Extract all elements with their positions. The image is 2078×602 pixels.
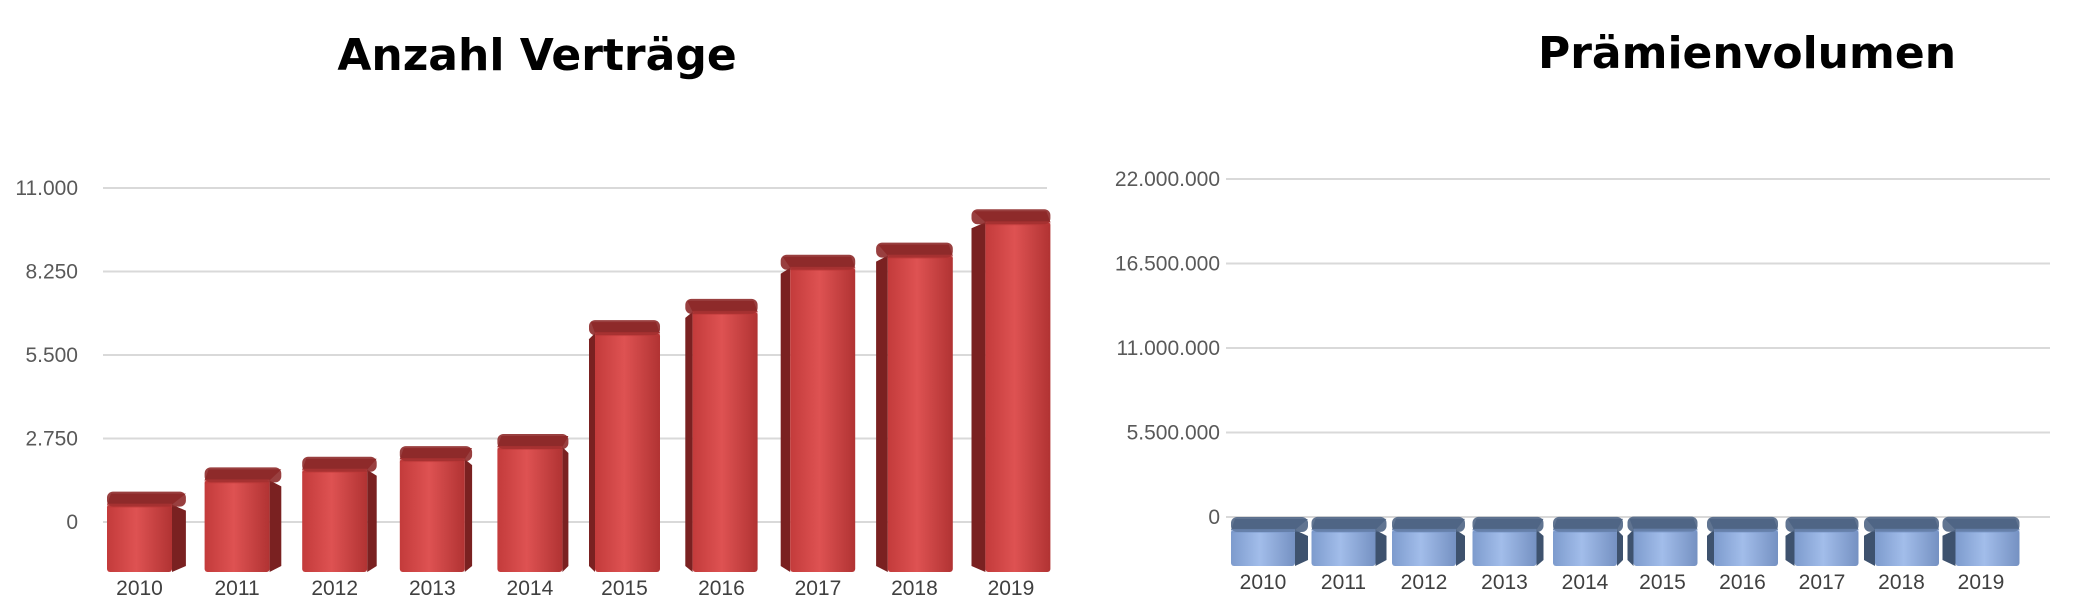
x-tick-label: 2016: [698, 577, 745, 600]
x-tick-label: 2013: [409, 577, 456, 600]
x-tick-label: 2011: [215, 577, 260, 600]
bar: [204, 467, 282, 572]
bar: [1707, 516, 1778, 566]
x-tick-label: 2012: [1401, 571, 1448, 594]
bar: [107, 491, 186, 572]
bar: [1627, 516, 1698, 566]
x-axis-left: 2010 2011 2012 2013 2014 2015 2016 2017 2018 2019: [116, 577, 1034, 600]
bars-left: [107, 209, 1051, 572]
y-tick-label: 11.000: [15, 177, 78, 200]
y-axis-right: 0 5.500.000 11.000.000 16.500.000 22.000.000: [1115, 168, 1220, 529]
x-tick-label: 2011: [1321, 571, 1366, 594]
bar: [1472, 516, 1544, 566]
bar: [1553, 516, 1623, 566]
bar: [1942, 516, 2020, 566]
bar: [1864, 516, 1939, 566]
bar: [302, 456, 377, 572]
bar: [1311, 516, 1387, 566]
x-tick-label: 2014: [1562, 571, 1609, 594]
chart-anzahl-vertraege: Anzahl Verträge 0 2.750 5.500 8.250 11.000 2…: [15, 30, 1051, 600]
y-tick-label: 0: [66, 511, 78, 534]
x-tick-label: 2017: [795, 577, 842, 600]
y-tick-label: 16.500.000: [1115, 253, 1220, 276]
x-tick-label: 2015: [1639, 571, 1686, 594]
bar: [876, 242, 953, 572]
chart-title-right: Prämienvolumen: [1538, 28, 1956, 79]
y-tick-label: 2.750: [25, 428, 78, 451]
x-tick-label: 2019: [1958, 571, 2005, 594]
x-tick-label: 2013: [1481, 571, 1528, 594]
y-tick-label: 11.000.000: [1116, 337, 1220, 360]
bars-right: [1231, 516, 2020, 566]
x-tick-label: 2019: [988, 577, 1035, 600]
x-tick-label: 2010: [1240, 571, 1287, 594]
x-tick-label: 2010: [116, 577, 163, 600]
bar: [1231, 516, 1308, 566]
x-axis-right: 2010 2011 2012 2013 2014 2015 2016 2017 2018 2019: [1240, 571, 2005, 594]
x-tick-label: 2016: [1719, 571, 1766, 594]
x-tick-label: 2012: [311, 577, 358, 600]
chart-praemienvolumen: Prämienvolumen 0 5.500.000 11.000.000 16.50…: [1115, 28, 2050, 594]
bar: [399, 446, 473, 572]
bar: [971, 209, 1051, 572]
y-tick-label: 5.500.000: [1127, 422, 1220, 445]
x-tick-label: 2015: [601, 577, 648, 600]
bar: [780, 254, 856, 572]
bar: [685, 298, 758, 572]
y-tick-label: 8.250: [25, 261, 78, 284]
y-axis-left: 0 2.750 5.500 8.250 11.000: [15, 177, 78, 534]
bar: [589, 320, 660, 572]
y-tick-label: 0: [1208, 506, 1220, 529]
bar: [1785, 516, 1859, 566]
x-tick-label: 2014: [507, 577, 554, 600]
bar: [1392, 516, 1465, 566]
x-tick-label: 2017: [1799, 571, 1846, 594]
y-tick-label: 22.000.000: [1115, 168, 1220, 191]
gridlines-right: [1226, 178, 2050, 518]
x-tick-label: 2018: [1878, 571, 1925, 594]
x-tick-label: 2018: [891, 577, 938, 600]
y-tick-label: 5.500: [25, 344, 78, 367]
chart-title-left: Anzahl Verträge: [337, 30, 736, 81]
bar: [497, 433, 569, 572]
